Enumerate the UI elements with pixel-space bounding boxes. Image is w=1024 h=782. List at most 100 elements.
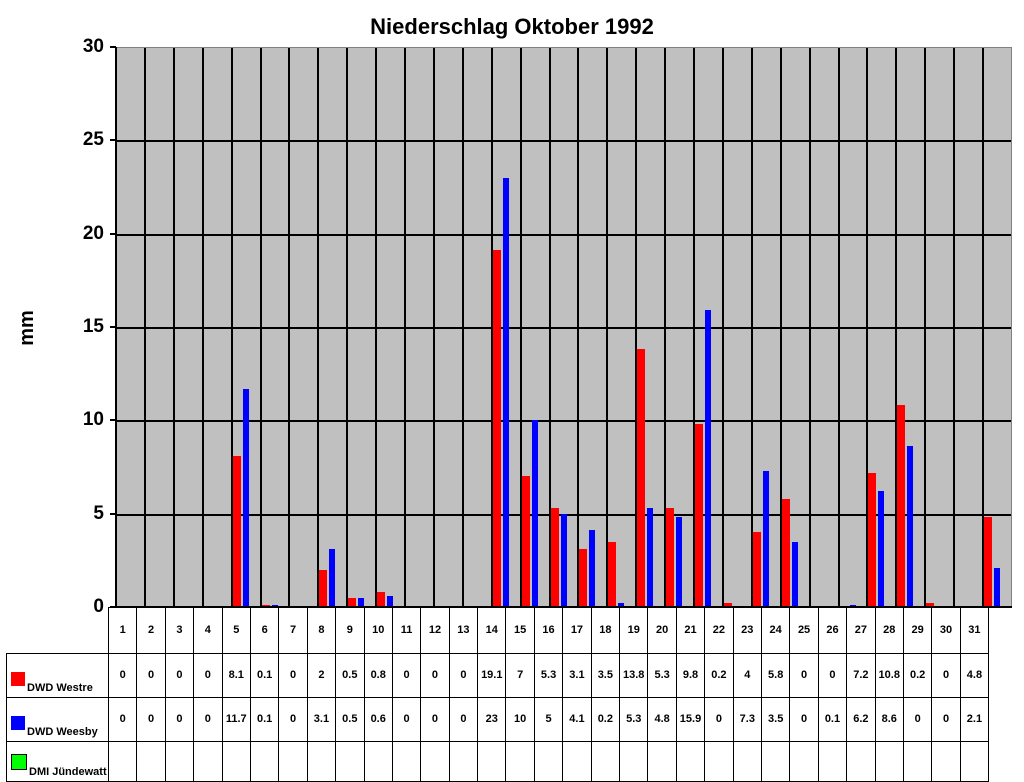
- table-cell: 7.3: [732, 696, 762, 742]
- day-header: 29: [902, 607, 933, 654]
- day-header: 22: [704, 607, 734, 654]
- day-header: 8: [306, 607, 337, 654]
- y-tick-mark: [110, 232, 116, 235]
- y-tick-mark: [110, 46, 116, 48]
- bar-westre-day-9: [348, 597, 357, 607]
- day-header: 31: [959, 607, 990, 654]
- chart-title: Niederschlag Oktober 1992: [370, 14, 654, 39]
- bar-westre-day-22: [723, 603, 732, 607]
- table-cell: 6.2: [846, 696, 876, 742]
- table-cell: 0: [164, 652, 195, 698]
- table-cell: [448, 740, 479, 782]
- table-cell: 23: [477, 696, 507, 742]
- h-gridline: [116, 140, 1011, 143]
- table-cell: 0: [448, 696, 479, 742]
- table-row: DMI Jündewatt: [6, 740, 990, 782]
- v-gridline: [432, 48, 435, 607]
- table-cell: [931, 740, 961, 782]
- table-cell: 0: [193, 696, 223, 742]
- table-cell: 0: [420, 696, 450, 742]
- v-gridline: [779, 48, 782, 607]
- v-gridline: [895, 48, 898, 607]
- bar-westre-day-24: [781, 498, 790, 607]
- v-gridline: [346, 48, 349, 607]
- table-cell: 10: [505, 696, 535, 742]
- day-header: 12: [420, 607, 450, 654]
- table-cell: 0: [391, 652, 422, 698]
- day-header: 26: [817, 607, 848, 654]
- day-header: 19: [619, 607, 649, 654]
- day-header: 17: [562, 607, 592, 654]
- y-tick-label: 30: [82, 36, 104, 57]
- v-gridline: [461, 48, 464, 607]
- table-cell: [193, 740, 223, 782]
- v-gridline: [404, 48, 407, 607]
- v-gridline: [693, 48, 696, 607]
- table-cell: 11.7: [221, 696, 251, 742]
- table-cell: 0: [789, 652, 819, 698]
- bar-westre-day-8: [319, 569, 328, 607]
- table-cell: 0: [278, 652, 308, 698]
- bar-weesby-day-16: [560, 513, 567, 607]
- table-cell: 0.5: [335, 652, 365, 698]
- bar-weesby-day-14: [502, 177, 509, 607]
- day-header: 28: [874, 607, 904, 654]
- v-gridline: [750, 48, 753, 607]
- bar-weesby-day-20: [676, 517, 683, 607]
- table-cell: 4.1: [562, 696, 592, 742]
- table-cell: 0: [789, 696, 819, 742]
- table-cell: [789, 740, 819, 782]
- table-cell: 4: [732, 652, 762, 698]
- table-corner: [6, 607, 109, 654]
- day-header: 11: [391, 607, 422, 654]
- table-cell: 0: [136, 652, 166, 698]
- day-header: 7: [278, 607, 308, 654]
- v-gridline: [606, 48, 609, 607]
- bar-westre-day-10: [377, 592, 386, 607]
- day-header: 9: [335, 607, 365, 654]
- table-cell: 5.3: [619, 696, 649, 742]
- legend-entry: DWD Westre: [6, 652, 109, 698]
- y-tick-label: 5: [93, 502, 104, 524]
- v-gridline: [375, 48, 378, 607]
- v-gridline: [577, 48, 580, 607]
- day-header: 27: [846, 607, 876, 654]
- bar-weesby-day-21: [705, 310, 712, 607]
- v-gridline: [230, 48, 233, 607]
- table-cell: [732, 740, 762, 782]
- table-cell: 8.1: [221, 652, 251, 698]
- y-tick-mark: [110, 139, 116, 142]
- y-tick-label: 20: [82, 222, 104, 244]
- day-header: 21: [675, 607, 706, 654]
- legend-entry: DWD Weesby: [6, 696, 109, 742]
- table-cell: 3.1: [306, 696, 337, 742]
- table-cell: 0.1: [249, 652, 280, 698]
- table-cell: 0.1: [249, 696, 280, 742]
- table-cell: 2: [306, 652, 337, 698]
- table-cell: 0.5: [335, 696, 365, 742]
- bar-westre-day-29: [926, 603, 935, 607]
- table-cell: 0.8: [363, 652, 393, 698]
- table-cell: [675, 740, 706, 782]
- table-cell: 3.1: [562, 652, 592, 698]
- table-cell: [363, 740, 393, 782]
- day-header: 13: [448, 607, 479, 654]
- table-cell: 0.6: [363, 696, 393, 742]
- day-header: 15: [505, 607, 535, 654]
- v-gridline: [490, 48, 493, 607]
- bar-weesby-day-28: [907, 446, 914, 607]
- legend-swatch-icon: [11, 753, 27, 770]
- bar-westre-day-23: [752, 532, 761, 607]
- table-cell: [278, 740, 308, 782]
- table-row: DWD Weesby 0 0 0 0 11.7 0.1 0 3.1 0.5 0.6 0 0 0 23 10 5 4…: [6, 696, 990, 742]
- v-gridline: [201, 48, 204, 607]
- day-header: 18: [590, 607, 621, 654]
- y-tick-mark: [110, 419, 116, 422]
- bar-westre-day-19: [637, 349, 646, 607]
- bar-westre-day-27: [868, 472, 877, 607]
- table-cell: [590, 740, 621, 782]
- legend-swatch-icon: [11, 715, 25, 730]
- bar-westre-day-15: [521, 476, 530, 607]
- bar-weesby-day-23: [762, 470, 769, 607]
- bar-weesby-day-9: [358, 597, 365, 607]
